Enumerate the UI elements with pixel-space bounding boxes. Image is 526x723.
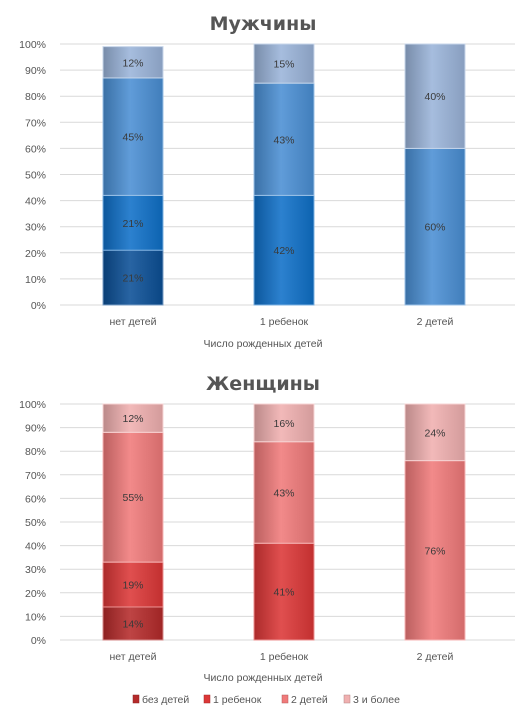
y-tick-label: 100% — [19, 39, 46, 51]
y-tick-label: 40% — [25, 196, 46, 208]
y-tick-label: 10% — [25, 611, 46, 623]
data-label: 43% — [273, 488, 294, 500]
bar-segment — [102, 249, 164, 306]
y-tick-label: 20% — [25, 588, 46, 600]
y-tick-label: 60% — [25, 493, 46, 505]
bar-segment — [253, 43, 315, 84]
data-label: 15% — [273, 59, 294, 71]
data-label: 55% — [122, 492, 143, 504]
y-tick-label: 30% — [25, 222, 46, 234]
data-label: 60% — [424, 222, 445, 234]
legend-swatch — [343, 694, 351, 704]
legend: без детей 1 ребенок 2 детей 3 и более — [132, 694, 400, 706]
y-tick-label: 0% — [31, 300, 46, 312]
data-label: 40% — [424, 91, 445, 103]
y-tick-label: 50% — [25, 170, 46, 182]
bar-segment — [102, 561, 164, 608]
y-tick-label: 40% — [25, 541, 46, 553]
y-tick-label: 80% — [25, 91, 46, 103]
y-tick-label: 70% — [25, 470, 46, 482]
x-tick-label: нет детей — [109, 651, 156, 663]
bar-segment — [102, 403, 164, 433]
data-label: 45% — [122, 132, 143, 144]
legend-swatch — [132, 694, 140, 704]
data-label: 43% — [273, 134, 294, 146]
bar-segment — [404, 43, 466, 149]
data-label: 14% — [122, 618, 143, 630]
data-label: 21% — [122, 273, 143, 285]
x-tick-label: 2 детей — [417, 651, 454, 663]
legend-swatch — [281, 694, 289, 704]
data-label: 12% — [122, 413, 143, 425]
data-label: 41% — [273, 587, 294, 599]
data-label: 19% — [122, 580, 143, 592]
x-tick-label: нет детей — [109, 316, 156, 328]
legend-label: 3 и более — [353, 694, 400, 706]
data-label: 12% — [122, 57, 143, 69]
bar-segment — [102, 431, 164, 563]
y-tick-label: 90% — [25, 65, 46, 77]
x-tick-label: 2 детей — [417, 316, 454, 328]
y-tick-label: 90% — [25, 423, 46, 435]
bar-segment — [404, 147, 466, 306]
legend-swatch — [203, 694, 211, 704]
legend-label: без детей — [142, 694, 189, 706]
chart-title: Женщины — [206, 373, 320, 395]
legend-label: 2 детей — [291, 694, 328, 706]
chart-title: Мужчины — [210, 13, 317, 35]
bar-segment — [102, 194, 164, 251]
x-tick-label: 1 ребенок — [260, 651, 309, 663]
x-tick-label: 1 ребенок — [260, 316, 309, 328]
legend-label: 1 ребенок — [213, 694, 262, 706]
bar-segment — [253, 542, 315, 641]
y-tick-label: 0% — [31, 635, 46, 647]
bar-segment — [102, 46, 164, 79]
chart-women: Женщины 0% 10% 20% 30% 40% 50% 60% 70% 80% 90% 100%… — [19, 373, 515, 684]
y-tick-label: 80% — [25, 446, 46, 458]
y-tick-label: 70% — [25, 117, 46, 129]
x-axis-title: Число рожденных детей — [204, 338, 323, 350]
bar-segment — [253, 441, 315, 544]
bar-segment — [253, 403, 315, 443]
y-tick-label: 30% — [25, 564, 46, 576]
y-tick-label: 10% — [25, 274, 46, 286]
bar-segment — [102, 77, 164, 196]
y-tick-label: 20% — [25, 248, 46, 260]
bar-segment — [404, 403, 466, 462]
y-tick-label: 50% — [25, 517, 46, 529]
chart-men: Мужчины 0% 10% 20% 30% 40% 50% 60% 70% 80% 90% 100%… — [19, 13, 515, 350]
data-label: 21% — [122, 218, 143, 230]
bar-segment — [253, 194, 315, 306]
y-tick-label: 60% — [25, 143, 46, 155]
data-label: 16% — [273, 418, 294, 430]
data-label: 24% — [424, 427, 445, 439]
x-axis-title: Число рожденных детей — [204, 672, 323, 684]
y-tick-label: 100% — [19, 399, 46, 411]
data-label: 76% — [424, 545, 445, 557]
bar-segment — [404, 460, 466, 641]
data-label: 42% — [273, 245, 294, 257]
